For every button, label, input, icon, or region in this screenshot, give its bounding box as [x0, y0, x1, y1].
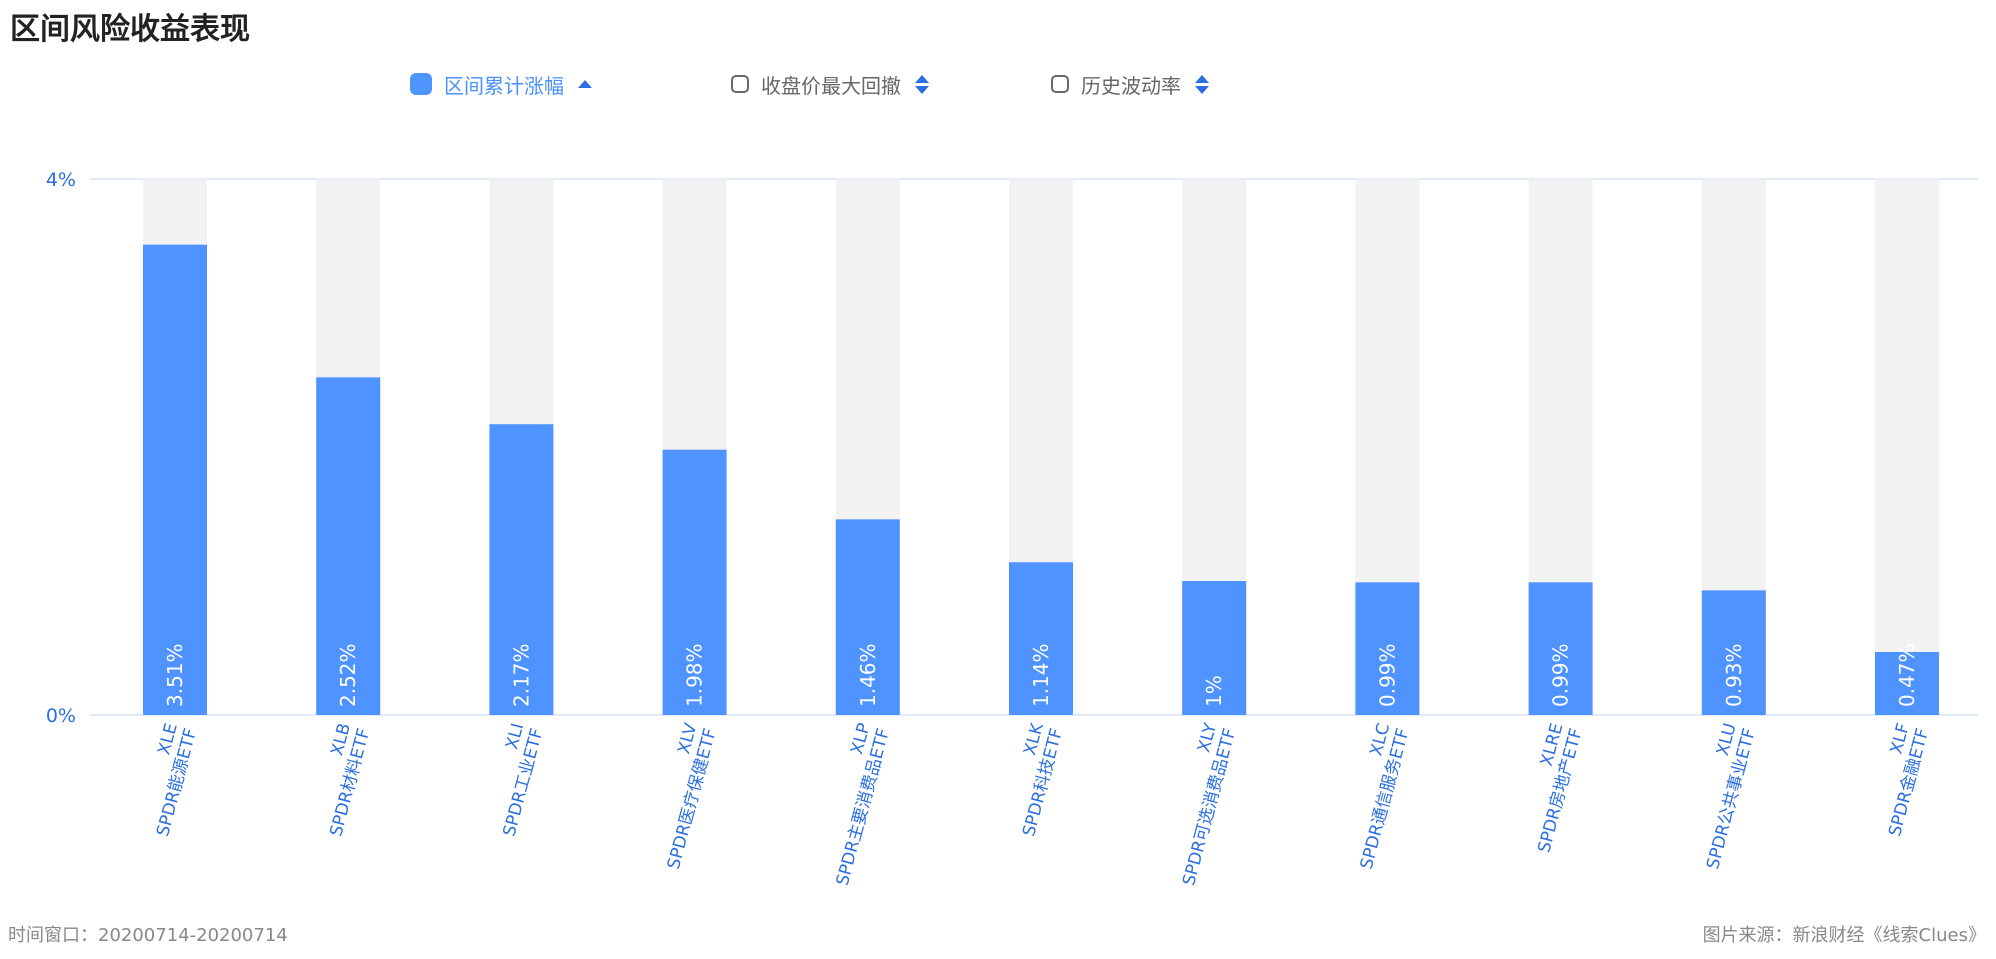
- tab-cumulative-return[interactable]: 区间累计涨幅: [410, 66, 592, 102]
- checkbox-unchecked[interactable]: [731, 75, 749, 93]
- tab-label: 收盘价最大回撤: [761, 73, 901, 98]
- bar: [316, 377, 381, 715]
- data-label: 0.47%: [1895, 643, 1919, 707]
- bar: [489, 424, 554, 715]
- bar: [835, 519, 900, 715]
- tab-label: 历史波动率: [1081, 73, 1181, 98]
- checkbox-unchecked[interactable]: [1051, 75, 1069, 93]
- data-label: 2.17%: [509, 643, 533, 707]
- sort-asc-icon[interactable]: [578, 80, 592, 88]
- bar: [1355, 582, 1420, 715]
- bar: [662, 449, 727, 715]
- y-tick-label: 0%: [46, 705, 76, 727]
- y-tick-label: 4%: [46, 169, 76, 191]
- data-label: 3.51%: [163, 643, 187, 707]
- tab-max-drawdown[interactable]: 收盘价最大回撤: [731, 66, 929, 102]
- bar-track: [1875, 179, 1939, 715]
- bar: [1009, 562, 1073, 715]
- sort-toggle-icon[interactable]: [1195, 74, 1209, 94]
- image-source: 图片来源：新浪财经《线索Clues》: [1702, 925, 1986, 946]
- chart-title: 区间风险收益表现: [10, 12, 250, 47]
- data-label: 2.52%: [336, 643, 360, 707]
- time-window: 时间窗口：20200714-20200714: [8, 925, 288, 946]
- data-label: 0.93%: [1722, 643, 1746, 707]
- checkbox-checked[interactable]: [410, 73, 432, 95]
- bar: [1701, 590, 1766, 715]
- data-label: 0.99%: [1549, 643, 1573, 707]
- metric-tabs: 区间累计涨幅 收盘价最大回撤 历史波动率: [0, 66, 1996, 102]
- bar: [1182, 581, 1247, 715]
- data-label: 1%: [1202, 675, 1226, 707]
- bar: [1528, 582, 1593, 715]
- data-label: 1.46%: [856, 643, 880, 707]
- data-label: 1.14%: [1029, 643, 1053, 707]
- sort-toggle-icon[interactable]: [915, 74, 929, 94]
- data-label: 1.98%: [683, 643, 707, 707]
- bar: [1875, 652, 1939, 715]
- tab-label: 区间累计涨幅: [444, 73, 564, 98]
- bar: [143, 244, 207, 715]
- tab-volatility[interactable]: 历史波动率: [1051, 66, 1209, 102]
- data-label: 0.99%: [1375, 643, 1399, 707]
